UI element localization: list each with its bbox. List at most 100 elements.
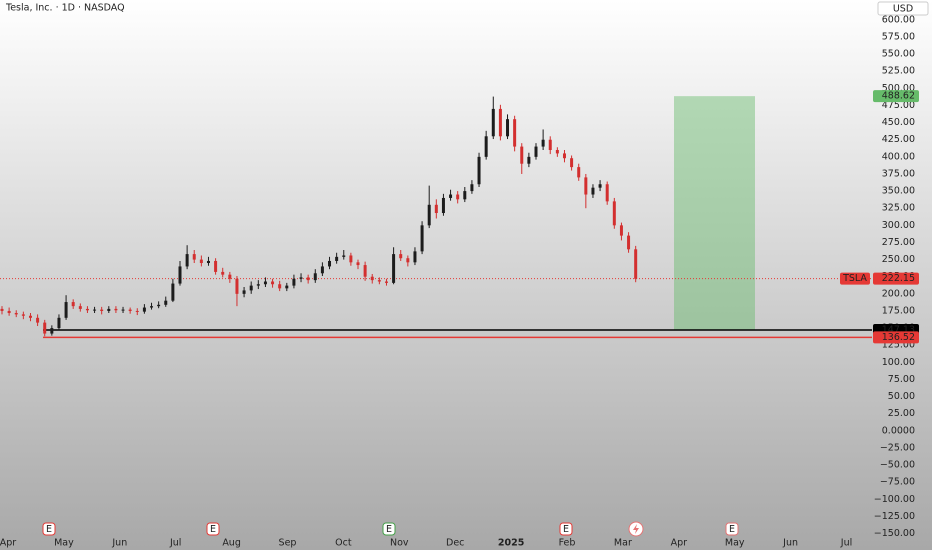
candle-body: [235, 278, 239, 294]
candle-body: [43, 322, 47, 334]
candle-body: [242, 290, 246, 294]
x-tick-label: Sep: [279, 538, 297, 549]
x-tick-label: Apr: [0, 538, 16, 549]
candle-body: [150, 306, 154, 308]
x-tick-label: Jul: [840, 538, 852, 549]
candle-body: [392, 254, 396, 283]
event-label: E: [729, 524, 735, 535]
candle-body: [605, 184, 609, 202]
event-label: E: [563, 524, 569, 535]
y-tick-label: 300.00: [882, 220, 915, 231]
candle-body: [178, 266, 182, 284]
candle-body: [36, 317, 40, 323]
event-icon: [206, 522, 220, 536]
candle-body: [328, 260, 332, 267]
x-tick-label: Oct: [335, 538, 352, 549]
candle-body: [491, 108, 495, 137]
x-tick-label: May: [725, 538, 745, 549]
y-tick-label: −50.00: [880, 460, 915, 471]
candle-body: [278, 284, 282, 289]
candle-body: [598, 184, 602, 188]
chart-title: Tesla, Inc. · 1D · NASDAQ: [5, 3, 125, 14]
y-tick-label: 425.00: [882, 134, 915, 145]
event-label: E: [210, 524, 216, 535]
y-tick-label: 600.00: [882, 14, 915, 25]
candle-body: [577, 167, 581, 178]
candle-body: [356, 262, 360, 266]
candle-body: [299, 277, 303, 279]
x-tick-label: 2025: [498, 538, 524, 549]
event-icon: [559, 522, 573, 536]
candle-body: [21, 314, 25, 316]
event-icon: [42, 522, 56, 536]
y-tick-label: 525.00: [882, 66, 915, 77]
candle-body: [171, 283, 175, 301]
y-tick-label: 450.00: [882, 117, 915, 128]
candle-body: [562, 153, 566, 159]
candle-body: [28, 315, 32, 318]
x-tick-label: Jul: [169, 538, 181, 549]
candle-body: [249, 285, 253, 291]
candle-body: [456, 194, 460, 200]
candle-body: [199, 259, 203, 264]
price-badge: [873, 331, 919, 344]
candle-body: [612, 201, 616, 226]
y-tick-label: 0.0000: [882, 425, 915, 436]
bolt-icon: [628, 521, 644, 537]
candle-body: [363, 265, 367, 277]
candle-body: [7, 310, 11, 314]
y-tick-label: 250.00: [882, 254, 915, 265]
x-tick-label: Aug: [222, 538, 241, 549]
candle-body: [534, 146, 538, 157]
candle-body: [555, 150, 559, 154]
currency[interactable]: USD: [893, 4, 913, 15]
target-zone: [674, 96, 755, 331]
y-tick-label: 475.00: [882, 100, 915, 111]
y-tick-label: 375.00: [882, 168, 915, 179]
y-tick-label: −100.00: [874, 494, 915, 505]
candle-body: [477, 156, 481, 185]
candle-body: [377, 280, 381, 282]
candle-body: [292, 278, 296, 286]
candle-body: [627, 235, 631, 250]
candle-body: [434, 204, 438, 214]
price-badge-label: 222.15: [882, 273, 915, 284]
y-tick-label: 500.00: [882, 83, 915, 94]
candle-body: [263, 281, 267, 285]
y-tick-label: 575.00: [882, 31, 915, 42]
candle-body: [384, 281, 388, 283]
y-tick-label: 100.00: [882, 357, 915, 368]
x-tick-label: Mar: [614, 538, 632, 549]
y-tick-label: 200.00: [882, 288, 915, 299]
candle-body: [164, 300, 168, 305]
candle-body: [107, 308, 111, 311]
candle-body: [214, 260, 218, 272]
price-badge-label: 488.62: [882, 91, 915, 102]
candle-body: [520, 146, 524, 164]
x-tick-label: Apr: [671, 538, 688, 549]
candle-body: [634, 249, 638, 279]
candle-body: [527, 156, 531, 164]
candle-body: [449, 194, 453, 198]
x-tick-label: Feb: [559, 538, 576, 549]
y-tick-label: 125.00: [882, 340, 915, 351]
candle-body: [57, 317, 61, 329]
price-badge-label: 136.52: [882, 332, 915, 343]
currency-button[interactable]: [877, 1, 929, 16]
candle-body: [85, 308, 89, 311]
candle-body: [548, 139, 552, 150]
candle-body: [513, 119, 517, 147]
y-tick-label: 50.00: [888, 391, 915, 402]
candle-body: [498, 108, 502, 137]
candle-body: [470, 184, 474, 192]
candle-body: [271, 281, 275, 285]
x-tick-label: May: [54, 538, 74, 549]
x-tick-label: Nov: [390, 538, 409, 549]
y-tick-label: 75.00: [888, 374, 915, 385]
symbol-badge: [840, 272, 870, 285]
candle-body: [50, 328, 54, 334]
candle-body: [570, 158, 574, 168]
y-tick-label: 25.00: [888, 408, 915, 419]
y-tick-label: −150.00: [874, 528, 915, 539]
